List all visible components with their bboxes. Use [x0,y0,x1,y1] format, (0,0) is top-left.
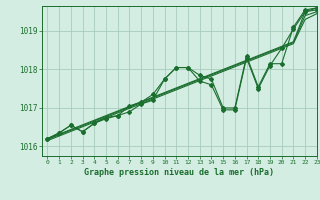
X-axis label: Graphe pression niveau de la mer (hPa): Graphe pression niveau de la mer (hPa) [84,168,274,177]
